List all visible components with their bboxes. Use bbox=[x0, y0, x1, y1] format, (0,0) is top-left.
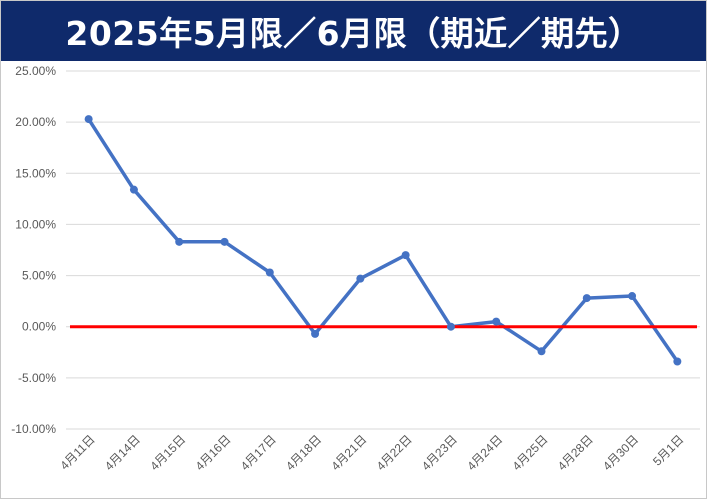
y-tick-label: 20.00% bbox=[15, 115, 56, 129]
x-tick-label: 4月11日 bbox=[57, 432, 97, 472]
x-tick-label: 5月1日 bbox=[650, 432, 686, 468]
x-tick-label: 4月23日 bbox=[419, 432, 460, 473]
data-point bbox=[129, 185, 138, 194]
data-point bbox=[492, 317, 501, 326]
chart-title: 2025年5月限／6月限（期近／期先） bbox=[65, 14, 642, 53]
data-point bbox=[628, 292, 637, 301]
data-point bbox=[265, 268, 274, 277]
data-point bbox=[220, 237, 229, 246]
x-tick-label: 4月24日 bbox=[464, 432, 505, 473]
y-tick-label: 10.00% bbox=[15, 217, 56, 231]
x-tick-label: 4月28日 bbox=[555, 432, 596, 473]
data-point bbox=[175, 237, 184, 246]
x-tick-label: 4月21日 bbox=[328, 432, 369, 473]
data-point bbox=[401, 251, 410, 260]
data-point bbox=[446, 322, 455, 331]
series-line bbox=[86, 117, 680, 364]
data-point bbox=[84, 115, 93, 124]
data-point bbox=[356, 274, 365, 283]
data-point bbox=[582, 294, 591, 303]
y-tick-label: 25.00% bbox=[15, 64, 56, 78]
x-tick-label: 4月17日 bbox=[238, 432, 279, 473]
data-point bbox=[673, 357, 682, 366]
x-tick-label: 4月25日 bbox=[510, 432, 551, 473]
y-tick-label: 15.00% bbox=[15, 166, 56, 180]
title-bar: 2025年5月限／6月限（期近／期先） bbox=[1, 1, 706, 61]
y-tick-label: -5.00% bbox=[18, 371, 56, 385]
x-tick-label: 4月22日 bbox=[374, 432, 415, 473]
x-tick-label: 4月14日 bbox=[102, 432, 143, 473]
x-tick-label: 4月15日 bbox=[147, 432, 188, 473]
x-tick-label: 4月16日 bbox=[193, 432, 234, 473]
data-point bbox=[537, 347, 546, 356]
y-tick-label: 5.00% bbox=[22, 269, 56, 283]
y-tick-label: -10.00% bbox=[11, 422, 56, 436]
x-tick-label: 4月30日 bbox=[600, 432, 641, 473]
x-tick-label: 4月18日 bbox=[283, 432, 324, 473]
data-point bbox=[311, 329, 320, 338]
y-tick-label: 0.00% bbox=[22, 320, 56, 334]
